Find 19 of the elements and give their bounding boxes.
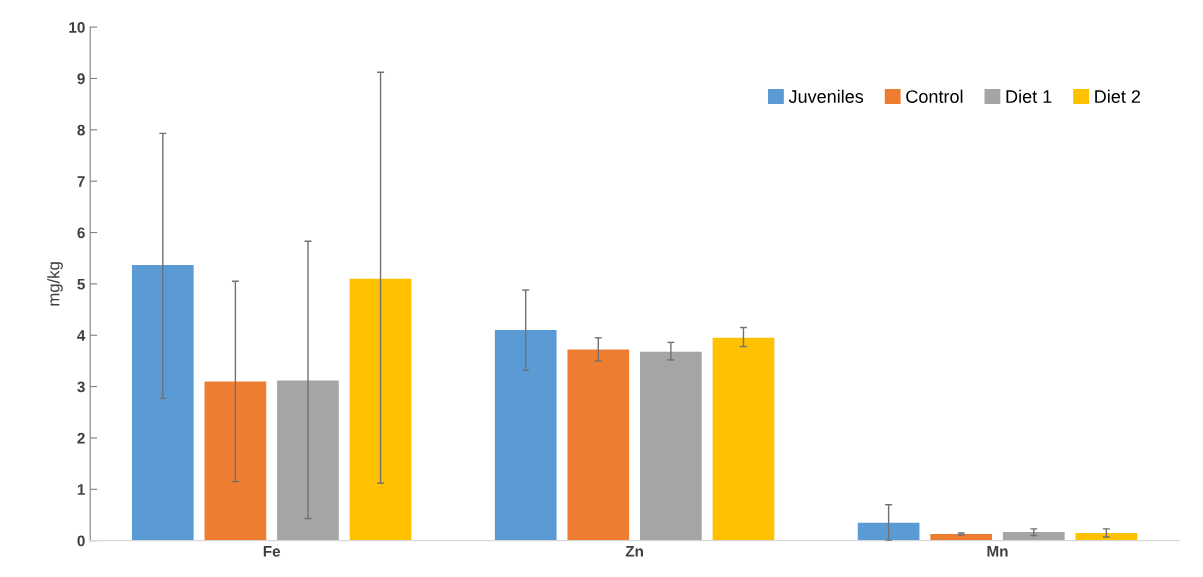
legend-label: Diet 2 [1095,89,1141,103]
x-tick-label: Zn [625,546,643,557]
y-tick-label: 9 [77,73,85,85]
y-tick-label: 5 [77,278,85,290]
y-tick-label: 4 [77,330,86,341]
y-tick-label: 3 [77,381,85,393]
y-tick-label: 7 [77,176,85,187]
y-tick-label: 10 [69,21,85,33]
x-tick-label: Mn [987,546,1008,557]
x-tick-label: Fe [263,546,281,557]
legend-label: Juveniles [788,89,864,103]
legend-label: Diet 1 [1006,89,1052,103]
y-tick-label: 1 [77,484,85,495]
y-tick-label: 8 [77,124,85,136]
y-axis-title: mg/kg [47,262,63,306]
y-tick-label: 6 [77,227,85,239]
y-tick-label: 0 [77,535,85,547]
legend-label: Control [906,89,963,103]
y-tick-label: 2 [77,432,85,444]
